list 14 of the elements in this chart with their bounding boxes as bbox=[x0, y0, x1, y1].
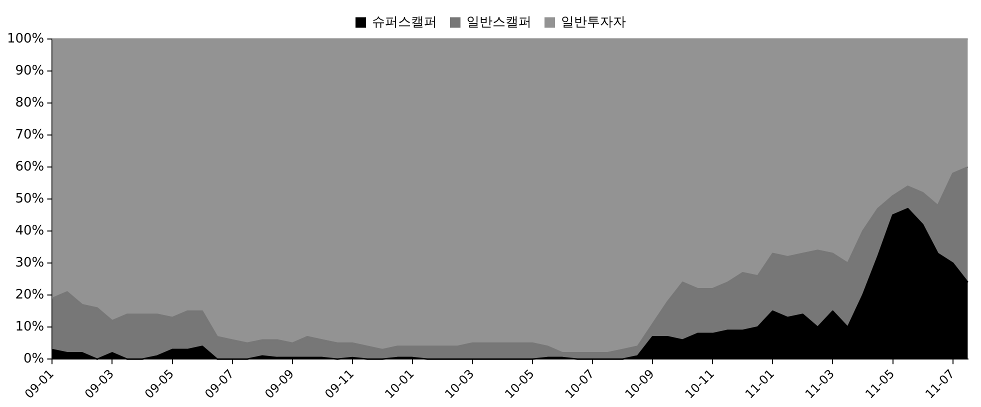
y-tick-label: 30% bbox=[15, 255, 44, 270]
y-tick-label: 100% bbox=[6, 31, 44, 46]
y-tick-label: 40% bbox=[15, 223, 44, 238]
y-tick-label: 0% bbox=[24, 352, 44, 367]
y-tick-label: 60% bbox=[15, 159, 44, 174]
y-tick-label: 80% bbox=[15, 95, 44, 110]
y-tick-label: 10% bbox=[15, 320, 44, 335]
y-tick-label: 90% bbox=[15, 63, 44, 78]
y-tick-label: 20% bbox=[15, 288, 44, 303]
y-tick-label: 50% bbox=[15, 191, 44, 206]
legend-label: 일반투자자 bbox=[560, 14, 626, 30]
legend-label: 슈퍼스캘퍼 bbox=[372, 14, 437, 30]
legend-label: 일반스캘퍼 bbox=[466, 14, 532, 30]
y-tick-label: 70% bbox=[15, 127, 44, 142]
